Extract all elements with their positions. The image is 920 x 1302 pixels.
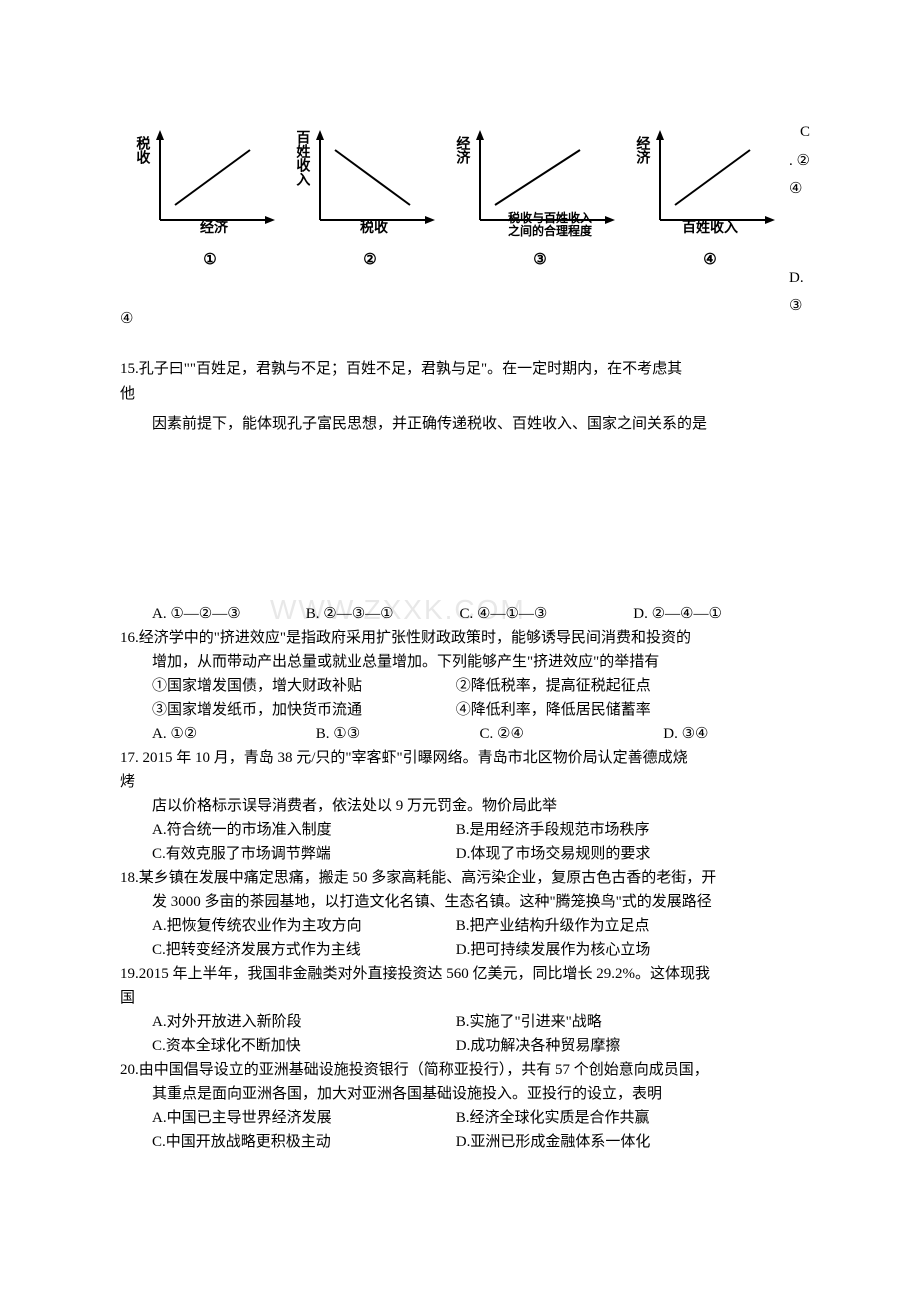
q15-c: C. ④—①—③ — [460, 602, 630, 626]
chart1-svg — [140, 130, 280, 230]
chart3-ylabel: 经济 — [454, 136, 469, 164]
chart4-ylabel: 经济 — [634, 136, 649, 164]
q16-b: B. ①③ — [316, 722, 476, 746]
q18-l2: 发 3000 多亩的茶园基地，以打造文化名镇、生态名镇。这种"腾笼换鸟"式的发展… — [120, 890, 820, 914]
frag-3: ③ — [789, 292, 810, 321]
q19-d: D.成功解决各种贸易摩擦 — [456, 1034, 621, 1058]
q15-l1: 15.孔子曰""百姓足，君孰与不足；百姓不足，君孰与足"。在一定时期内，在不考虑… — [120, 357, 810, 381]
q16-s2b: ④降低利率，降低居民储蓄率 — [456, 698, 651, 722]
q18-cd: C.把转变经济发展方式作为主线 D.把可持续发展作为核心立场 — [120, 938, 820, 962]
q20-b: B.经济全球化实质是合作共赢 — [456, 1106, 650, 1130]
q18-a: A.把恢复传统农业作为主攻方向 — [152, 914, 452, 938]
q17-l2: 烤 — [120, 770, 820, 794]
q16-a: A. ①② — [152, 722, 312, 746]
q16-opts: A. ①② B. ①③ C. ②④ D. ③④ — [120, 722, 820, 746]
q19-cd: C.资本全球化不断加快 D.成功解决各种贸易摩擦 — [120, 1034, 820, 1058]
q16-l1: 16.经济学中的"挤进效应"是指政府采用扩张性财政政策时，能够诱导民间消费和投资… — [120, 626, 820, 650]
chart-2: 百姓收入 税收 ② — [300, 130, 440, 272]
q20-l1: 20.由中国倡导设立的亚洲基础设施投资银行（简称亚投行），共有 57 个创始意向… — [120, 1058, 820, 1082]
q20-a: A.中国已主导世界经济发展 — [152, 1106, 452, 1130]
q16-s1b: ②降低税率，提高征税起征点 — [456, 674, 651, 698]
q18-b: B.把产业结构升级作为立足点 — [456, 914, 650, 938]
q15-opts: A. ①—②—③ B. ②—③—① C. ④—①—③ D. ②—④—① — [120, 602, 820, 626]
q17-a: A.符合统一的市场准入制度 — [152, 818, 452, 842]
q20-cd: C.中国开放战略更积极主动 D.亚洲已形成金融体系一体化 — [120, 1130, 820, 1154]
chart4-xlabel: 百姓收入 — [682, 218, 738, 240]
q17-c: C.有效克服了市场调节弊端 — [152, 842, 452, 866]
chart1-num: ① — [203, 248, 216, 272]
q19-a: A.对外开放进入新阶段 — [152, 1010, 452, 1034]
q19-b: B.实施了"引进来"战略 — [456, 1010, 602, 1034]
chart2-xlabel: 税收 — [360, 218, 388, 240]
chart-4: 经济 百姓收入 ④ — [640, 130, 780, 272]
hang-4: ④ — [120, 307, 133, 331]
chart2-ylabel: 百姓收入 — [294, 130, 309, 186]
q17-d: D.体现了市场交易规则的要求 — [456, 842, 651, 866]
q17-b: B.是用经济手段规范市场秩序 — [456, 818, 650, 842]
chart2-svg — [300, 130, 440, 230]
q16-s2: ③国家增发纸币，加快货币流通 ④降低利率，降低居民储蓄率 — [120, 698, 820, 722]
chart3-xlabel-l2: 之间的合理程度 — [490, 225, 610, 238]
q17-l1: 17. 2015 年 10 月，青岛 38 元/只的"宰客虾"引曝网络。青岛市北… — [120, 746, 820, 770]
q19-c: C.资本全球化不断加快 — [152, 1034, 452, 1058]
q18-l1: 18.某乡镇在发展中痛定思痛，搬走 50 多家高耗能、高污染企业，复原古色古香的… — [120, 866, 820, 890]
q20-c: C.中国开放战略更积极主动 — [152, 1130, 452, 1154]
chart1-ylabel: 税收 — [134, 136, 149, 164]
q15-b: B. ②—③—① — [306, 602, 456, 626]
q18-ab: A.把恢复传统农业作为主攻方向 B.把产业结构升级作为立足点 — [120, 914, 820, 938]
q20-d: D.亚洲已形成金融体系一体化 — [456, 1130, 651, 1154]
main-questions: A. ①—②—③ B. ②—③—① C. ④—①—③ D. ②—④—① 16.经… — [120, 602, 820, 1154]
chart3-xlabel: 税收与百姓收入 之间的合理程度 — [490, 212, 610, 238]
frag-d: D. — [789, 264, 810, 293]
frag-4: ④ — [789, 175, 810, 204]
q20-l2: 其重点是面向亚洲各国，加大对亚洲各国基础设施投入。亚投行的设立，表明 — [120, 1082, 820, 1106]
q16-l2: 增加，从而带动产出总量或就业总量增加。下列能够产生"挤进效应"的举措有 — [120, 650, 820, 674]
q15-l2: 他 — [120, 382, 810, 406]
q16-s1: ①国家增发国债，增大财政补贴 ②降低税率，提高征税起征点 — [120, 674, 820, 698]
chart2-num: ② — [363, 248, 376, 272]
chart3-num: ③ — [533, 248, 546, 272]
frag-dot2: . ② — [789, 147, 810, 176]
q19-l1: 19.2015 年上半年，我国非金融类对外直接投资达 560 亿美元，同比增长 … — [120, 962, 820, 986]
chart1-xlabel: 经济 — [200, 218, 228, 240]
q15-a: A. ①—②—③ — [152, 602, 302, 626]
q17-ab: A.符合统一的市场准入制度 B.是用经济手段规范市场秩序 — [120, 818, 820, 842]
chart4-num: ④ — [703, 248, 716, 272]
q16-s1a: ①国家增发国债，增大财政补贴 — [152, 674, 452, 698]
q17-cd: C.有效克服了市场调节弊端 D.体现了市场交易规则的要求 — [120, 842, 820, 866]
q18-d: D.把可持续发展作为核心立场 — [456, 938, 651, 962]
chart4-svg — [640, 130, 780, 230]
q19-ab: A.对外开放进入新阶段 B.实施了"引进来"战略 — [120, 1010, 820, 1034]
q20-ab: A.中国已主导世界经济发展 B.经济全球化实质是合作共赢 — [120, 1106, 820, 1130]
frag-c: C — [789, 118, 810, 147]
chart-1: 税收 经济 ① — [140, 130, 280, 272]
chart-3: 经济 税收与百姓收入 之间的合理程度 ③ — [460, 130, 620, 272]
q15-l3: 因素前提下，能体现孔子富民思想，并正确传递税收、百姓收入、国家之间关系的是 — [120, 412, 810, 436]
q16-c: C. ②④ — [480, 722, 660, 746]
q16-s2a: ③国家增发纸币，加快货币流通 — [152, 698, 452, 722]
q17-l3: 店以价格标示误导消费者，依法处以 9 万元罚金。物价局此举 — [120, 794, 820, 818]
q18-c: C.把转变经济发展方式作为主线 — [152, 938, 452, 962]
right-fragment-col: C . ② ④ D. ③ — [789, 118, 810, 321]
q16-d: D. ③④ — [663, 722, 708, 746]
q15-d: D. ②—④—① — [633, 602, 722, 626]
q19-l2: 国 — [120, 986, 820, 1010]
charts-row: 税收 经济 ① 百姓收入 税收 ② 经济 — [140, 130, 780, 272]
